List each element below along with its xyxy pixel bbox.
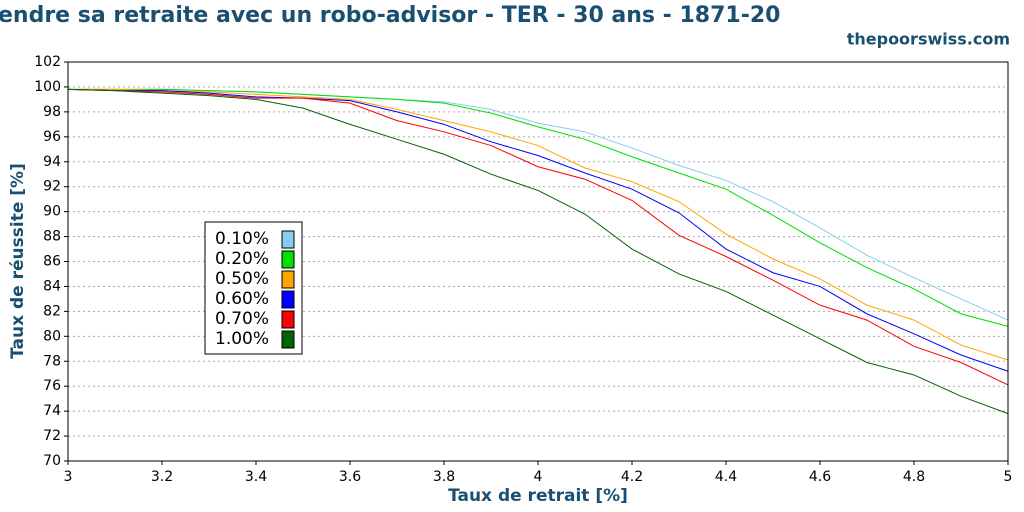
series-line [67,88,1009,415]
x-tick-label: 3.8 [433,469,455,485]
legend-label: 0.60% [215,289,269,309]
x-tick-label: 3.6 [339,469,361,485]
plot-frame [67,61,1009,462]
x-tick-label: 3.2 [151,469,173,485]
y-tick-label: 72 [43,428,61,444]
y-tick-label: 80 [43,328,61,344]
y-tick-label: 94 [43,154,61,170]
y-tick-label: 90 [43,204,61,220]
chart-title: endre sa retraite avec un robo-advisor -… [0,3,780,28]
y-tick-label: 102 [34,54,61,70]
x-tick-label: 4.6 [809,469,831,485]
x-tick-label: 4.4 [715,469,737,485]
legend-swatch [281,250,295,269]
legend-label: 1.00% [215,329,269,349]
y-tick-label: 86 [43,254,61,270]
x-tick-label: 3 [64,469,73,485]
y-tick-label: 88 [43,229,61,245]
legend-swatch [281,290,295,309]
legend-swatch [281,230,295,249]
series-line [68,88,1009,361]
y-tick-label: 96 [43,129,61,145]
legend-swatch [281,330,295,349]
y-tick-label: 74 [43,403,61,419]
legend-swatch [281,270,295,289]
legend-label: 0.70% [215,309,269,329]
y-tick-label: 92 [43,179,61,195]
y-tick-label: 82 [43,303,61,319]
x-axis-label: Taux de retrait [%] [448,486,628,506]
x-tick-label: 4 [534,469,543,485]
y-tick-label: 78 [43,353,61,369]
legend-label: 0.20% [215,249,269,269]
y-axis-label: Taux de réussite [%] [8,163,28,359]
x-tick-label: 3.4 [245,469,267,485]
series-line [67,88,1009,372]
y-tick-label: 98 [43,104,61,120]
y-tick-label: 76 [43,378,61,394]
x-tick-label: 4.8 [903,469,925,485]
y-tick-label: 100 [34,79,61,95]
y-tick-label: 70 [43,453,61,469]
chart-subtitle: thepoorswiss.com [847,30,1010,49]
x-tick-label: 5 [1004,469,1013,485]
series-line [67,88,1009,386]
y-tick-label: 84 [43,278,61,294]
legend-label: 0.10% [215,229,269,249]
series-line [68,88,1009,327]
x-tick-label: 4.2 [621,469,643,485]
legend-label: 0.50% [215,269,269,289]
legend-swatch [281,310,295,329]
